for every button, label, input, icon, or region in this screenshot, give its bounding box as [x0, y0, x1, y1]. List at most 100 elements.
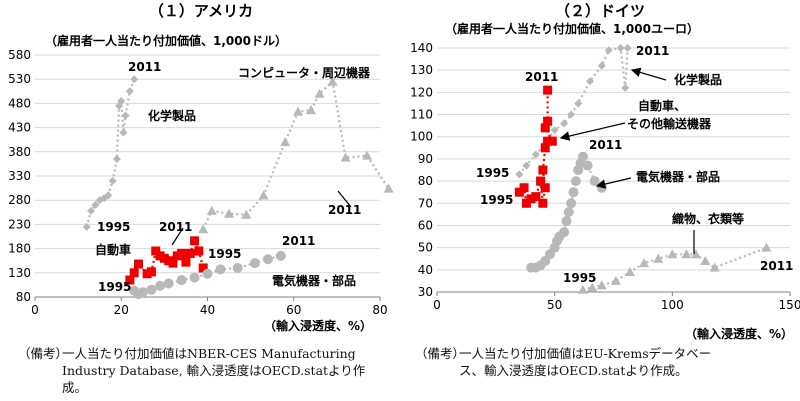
usa-y-tick-label: 80 [16, 290, 31, 304]
de-series-0-point [531, 150, 540, 159]
usa-series-2-point [177, 248, 187, 258]
leader-lines [171, 67, 695, 254]
de-series-0-point [604, 46, 613, 55]
usa-series-3-point [275, 250, 286, 261]
de-series-1-point [540, 123, 550, 133]
de-y-tick-label: 100 [410, 130, 433, 144]
de-tex-2011-label: 2011 [760, 259, 793, 273]
de-note-label: （備考） [415, 346, 466, 361]
usa-series-2-point [198, 263, 208, 273]
usa-series-0-point [327, 76, 338, 86]
de-series-0-point [515, 170, 524, 179]
usa-series-1-point [112, 155, 121, 164]
de-y-tick-label: 30 [418, 285, 433, 299]
usa-elec-1995-label: 1995 [208, 247, 241, 261]
usa-computer-2011-leader [337, 190, 352, 208]
de-series-1-point [536, 176, 546, 186]
usa-series-0-point [258, 190, 269, 200]
de-series-0-point [567, 110, 576, 119]
usa-y-tick-label: 430 [8, 121, 31, 135]
de-series-1-point [514, 187, 524, 197]
de-axes: 30 40 50 60 70 80 90 100 110 120 130 140 0 50 100 150 [410, 41, 800, 312]
de-y-tick-label: 50 [418, 241, 433, 255]
usa-unit-label: （雇用者一人当たり付加価値、1,000ドル） [45, 33, 287, 48]
de-y-tick-label: 90 [418, 152, 433, 166]
usa-auto-label: 自動車 [95, 242, 131, 257]
usa-series-2-point [151, 246, 161, 256]
de-series-2-point [570, 176, 581, 187]
de-y-tick-label: 140 [410, 41, 433, 55]
usa-x-tick-label: 60 [286, 303, 301, 317]
de-series-1-point [543, 136, 553, 146]
usa-series-1-point [108, 176, 117, 185]
usa-series-0-point [280, 137, 291, 147]
de-series-2-point [582, 160, 593, 171]
de-series-2-point [566, 198, 577, 209]
usa-series-1-point [119, 128, 128, 137]
de-series-3-point [709, 262, 720, 272]
de-x-axis-label: （輸入浸透度、%） [685, 326, 793, 341]
de-x-tick-label: 0 [433, 298, 441, 312]
usa-auto-1995-label: 1995 [98, 280, 131, 294]
usa-series-0-point [306, 105, 316, 115]
de-series-1-point [547, 136, 557, 146]
de-auto-2011-label: 2011 [525, 70, 558, 84]
de-y-tick-label: 60 [418, 218, 433, 232]
de-x-tick-label: 50 [547, 298, 562, 312]
de-series-1-point [543, 85, 553, 95]
de-series-1-point [540, 143, 550, 153]
de-series-2-point [568, 187, 579, 198]
de-series-0-point [574, 99, 583, 108]
usa-series-2-point [181, 257, 191, 267]
usa-y-tick-label: 330 [8, 169, 31, 183]
de-series-2-point [563, 207, 574, 218]
de-chem-label: 化学製品 [674, 72, 722, 87]
usa-series-0-point [314, 88, 325, 98]
usa-y-tick-label: 530 [8, 72, 31, 86]
de-series-1-point [519, 183, 529, 193]
de-y-tick-label: 40 [418, 263, 433, 277]
usa-auto-2011-label: 2011 [159, 220, 192, 234]
usa-series-3-point [232, 262, 243, 273]
usa-series-0-point [241, 209, 252, 219]
usa-series-2-point [168, 258, 178, 268]
de-series-3-point [681, 249, 692, 259]
usa-x-tick-label: 0 [31, 303, 39, 317]
usa-series-1-point [82, 222, 91, 231]
usa-chem-2011-label: 2011 [128, 60, 161, 74]
de-x-tick-label: 150 [779, 298, 800, 312]
de-series-3-point [653, 253, 664, 263]
de-series-3-point [624, 267, 635, 277]
de-series-3-point [700, 255, 711, 265]
usa-series-1-point [91, 201, 100, 210]
de-x-tick-label: 100 [661, 298, 684, 312]
usa-series-2-point [190, 236, 200, 246]
usa-elec-2011-label: 2011 [282, 234, 315, 248]
usa-series-3-point [249, 258, 260, 269]
usa-x-tick-label: 80 [372, 303, 387, 317]
de-series-1-point [538, 165, 548, 175]
usa-axes: 80 130 180 230 280 330 380 430 480 530 580 0 20 40 60 8… [8, 48, 388, 317]
usa-series-2-point [129, 268, 139, 278]
de-series-3-point [577, 284, 588, 294]
usa-series-3-point [202, 268, 213, 279]
usa-series-1-point [121, 111, 130, 120]
de-series-0-line [518, 46, 629, 176]
usa-annotations: コンピュータ・周辺機器 2011 化学製品 2011 1995 自動車 2011… [95, 60, 371, 294]
de-elec-2011-label: 2011 [589, 138, 622, 152]
usa-series-3-point [146, 284, 157, 295]
usa-panel: （１）アメリカ （雇用者一人当たり付加価値、1,000ドル） （輸入浸透度、%）… [8, 2, 394, 333]
de-series-3-point [690, 249, 701, 259]
de-chem-2011-label: 2011 [636, 44, 669, 58]
germany-panel: （２）ドイツ （雇用者一人当たり付加価値、1,000ユーロ） （輸入浸透度、%）… [410, 2, 800, 341]
de-auto-1995-label: 1995 [480, 193, 513, 207]
de-series-3-point [761, 242, 772, 252]
de-series-1-point [540, 183, 550, 193]
de-chem-1995-label: 1995 [476, 166, 509, 180]
de-auto-arrow [559, 122, 626, 141]
usa-series-3-point [163, 278, 174, 289]
de-series-3-point [639, 258, 650, 268]
de-series-1-point [543, 116, 553, 126]
de-series-1-point [538, 198, 548, 208]
usa-series-3-point [137, 287, 148, 298]
